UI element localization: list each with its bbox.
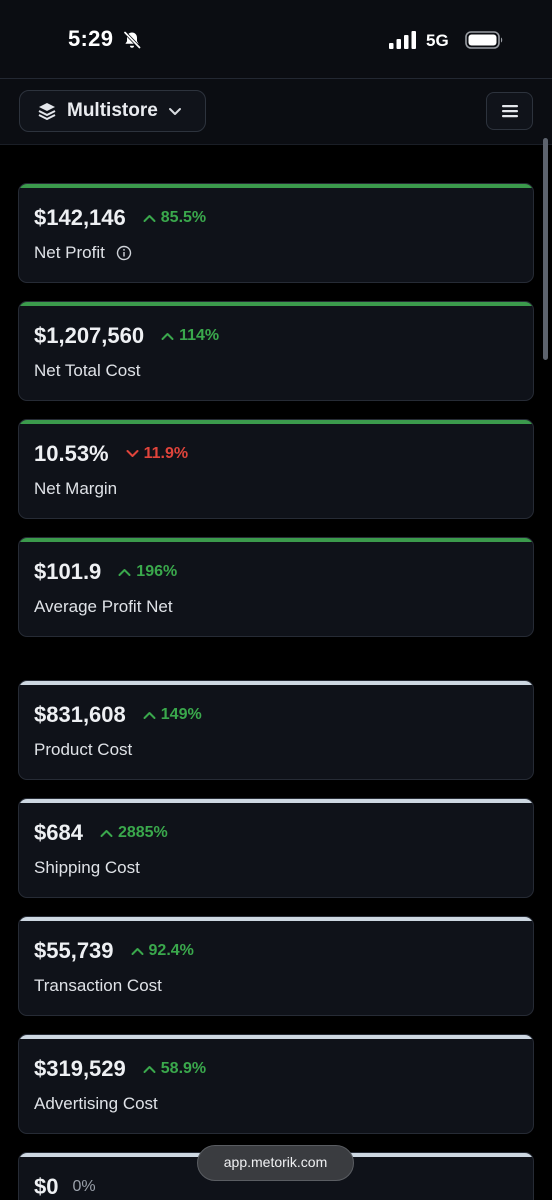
metric-row: $101.9 196% — [34, 559, 177, 585]
metric-card-net-total-cost[interactable]: $1,207,560 114% Net Total Cost — [18, 301, 534, 401]
metric-card-net-margin[interactable]: 10.53% 11.9% Net Margin — [18, 419, 534, 519]
metric-label-row: Net Profit — [34, 243, 132, 263]
metric-label: Shipping Cost — [34, 858, 140, 877]
card-accent-bar — [19, 681, 533, 685]
metric-delta: 196% — [118, 563, 177, 581]
metric-label: Advertising Cost — [34, 1094, 158, 1113]
metric-row: 10.53% 11.9% — [34, 441, 188, 467]
metric-label-row: Net Total Cost — [34, 361, 140, 381]
metric-row: $1,207,560 114% — [34, 323, 219, 349]
layers-icon — [38, 103, 56, 120]
metric-label-row: Shipping Cost — [34, 858, 140, 878]
card-accent-bar — [19, 184, 533, 188]
metric-value: $55,739 — [34, 938, 114, 963]
metric-row: $0 0% — [34, 1174, 96, 1200]
metric-row: $831,608 149% — [34, 702, 202, 728]
metric-card-advertising-cost[interactable]: $319,529 58.9% Advertising Cost — [18, 1034, 534, 1134]
battery-icon — [465, 31, 503, 49]
metric-delta: 149% — [143, 706, 202, 724]
card-accent-bar — [19, 302, 533, 306]
arrow-up-icon — [143, 712, 156, 719]
metric-delta-value: 92.4% — [148, 942, 194, 959]
metric-delta-value: 85.5% — [160, 209, 207, 226]
metric-value: $0 — [34, 1174, 59, 1199]
metric-value: $1,207,560 — [34, 323, 145, 348]
arrow-up-icon — [131, 948, 144, 955]
metric-row: $55,739 92.4% — [34, 938, 194, 964]
metric-label-row: Advertising Cost — [34, 1094, 158, 1114]
metric-delta: 92.4% — [131, 942, 194, 960]
metric-delta-value: 149% — [160, 706, 202, 723]
signal-bars-icon — [389, 31, 416, 49]
metrics-scroll-area[interactable]: $142,146 85.5% Net Profit $1,207,560 114… — [0, 145, 552, 1200]
menu-button[interactable] — [486, 92, 533, 130]
arrow-up-icon — [161, 333, 174, 340]
card-accent-bar — [19, 538, 533, 542]
metric-delta-value: 0% — [72, 1178, 96, 1195]
metric-delta: 11.9% — [126, 445, 188, 463]
metric-label-row: Net Margin — [34, 479, 117, 499]
arrow-up-icon — [143, 1066, 156, 1073]
network-type: 5G — [426, 31, 449, 50]
metric-row: $319,529 58.9% — [34, 1056, 206, 1082]
bell-slash-icon — [123, 31, 141, 49]
info-icon[interactable] — [116, 245, 132, 261]
metric-delta-value: 196% — [136, 563, 178, 580]
arrow-up-icon — [143, 215, 156, 222]
scrollbar[interactable] — [543, 138, 548, 360]
metric-card-product-cost[interactable]: $831,608 149% Product Cost — [18, 680, 534, 780]
card-accent-bar — [19, 420, 533, 424]
metric-card-net-profit[interactable]: $142,146 85.5% Net Profit — [18, 183, 534, 283]
metric-label: Net Margin — [34, 479, 118, 498]
card-accent-bar — [19, 917, 533, 921]
metric-label: Transaction Cost — [34, 976, 162, 995]
metric-card-average-profit-net[interactable]: $101.9 196% Average Profit Net — [18, 537, 534, 637]
arrow-up-icon — [100, 830, 113, 837]
metric-card-shipping-cost[interactable]: $684 2885% Shipping Cost — [18, 798, 534, 898]
store-selector-button[interactable]: Multistore — [19, 90, 206, 132]
metric-label: Net Profit — [34, 243, 105, 262]
metric-label-row: Transaction Cost — [34, 976, 162, 996]
metric-label-row: Product Cost — [34, 740, 132, 760]
metric-value: $319,529 — [34, 1056, 126, 1081]
metric-value: 10.53% — [34, 441, 109, 466]
metric-delta-value: 2885% — [117, 824, 168, 841]
metric-delta: 85.5% — [143, 209, 206, 227]
metric-value: $684 — [34, 820, 83, 845]
app-header: Multistore — [0, 78, 552, 145]
status-time: 5:29 — [68, 26, 114, 51]
metric-delta: 58.9% — [143, 1060, 206, 1078]
arrow-down-icon — [126, 450, 139, 457]
metric-card-transaction-cost[interactable]: $55,739 92.4% Transaction Cost — [18, 916, 534, 1016]
metric-value: $101.9 — [34, 559, 102, 584]
card-accent-bar — [19, 1035, 533, 1039]
metric-label-row: Average Profit Net — [34, 597, 173, 617]
metric-delta: 0% — [72, 1178, 95, 1196]
chevron-down-icon — [168, 108, 181, 115]
metric-delta-value: 114% — [179, 327, 220, 344]
arrow-up-icon — [118, 569, 131, 576]
metric-delta-value: 11.9% — [143, 445, 189, 462]
metric-label: Average Profit Net — [34, 597, 173, 616]
metric-delta: 114% — [161, 327, 219, 345]
metric-row: $142,146 85.5% — [34, 205, 206, 231]
store-selector-label: Multistore — [67, 100, 158, 121]
browser-url-bar[interactable]: app.metorik.com — [197, 1145, 354, 1181]
card-accent-bar — [19, 799, 533, 803]
metric-row: $684 2885% — [34, 820, 168, 846]
metric-delta-value: 58.9% — [160, 1060, 207, 1077]
hamburger-menu-icon — [501, 105, 518, 118]
metric-label: Net Total Cost — [34, 361, 141, 380]
metric-value: $142,146 — [34, 205, 126, 230]
metric-value: $831,608 — [34, 702, 126, 727]
metric-delta: 2885% — [100, 824, 168, 842]
browser-url: app.metorik.com — [223, 1154, 328, 1170]
metric-label: Product Cost — [34, 740, 133, 759]
status-bar: 5:29 5G — [0, 0, 552, 78]
